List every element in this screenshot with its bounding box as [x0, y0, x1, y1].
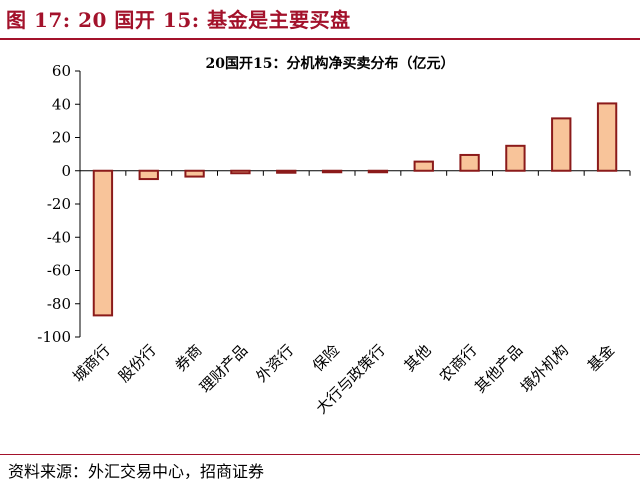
y-tick-label: 40	[52, 95, 71, 113]
bar-大行与政策行	[367, 169, 389, 174]
chart-title: 20国开15：分机构净买卖分布（亿元）	[206, 55, 455, 72]
chart-bars	[92, 102, 618, 317]
y-tick-label: -20	[47, 195, 71, 213]
x-category-label: 基金	[584, 341, 618, 375]
bar-外资行	[276, 169, 297, 174]
x-category-label: 其他	[401, 341, 435, 375]
bar-其他产品	[505, 144, 526, 172]
y-tick-label: -40	[47, 228, 71, 246]
bar-农商行	[459, 153, 480, 172]
x-category-label: 境外机构	[517, 341, 572, 396]
x-category-label: 农商行	[436, 341, 481, 386]
bar-保险	[321, 169, 343, 174]
source-note: 资料来源：外汇交易中心，招商证券	[8, 462, 265, 481]
x-category-label: 保险	[309, 341, 343, 375]
bar-chart: 20国开15：分机构净买卖分布（亿元） 60 40 20 0 -20 -40 -60 -80 -…	[37, 55, 631, 417]
y-tick-label: 0	[61, 162, 71, 180]
bar-其他	[413, 160, 434, 172]
x-category-label: 理财产品	[196, 341, 251, 396]
y-tick-label: -60	[47, 262, 71, 280]
bar-理财产品	[230, 169, 251, 175]
figure-title: 图 17: 20 国开 15: 基金是主要买盘	[6, 8, 351, 32]
chart-axes	[75, 70, 631, 338]
source-rule	[0, 454, 640, 455]
title-rule	[0, 38, 640, 40]
y-tick-label: 20	[52, 129, 71, 147]
y-tick-label: -80	[47, 295, 71, 313]
y-tick-label: 60	[52, 62, 71, 80]
x-category-label: 外资行	[253, 341, 298, 386]
bar-股份行	[138, 169, 159, 181]
y-tick-label: -100	[37, 328, 71, 346]
bar-基金	[596, 102, 618, 172]
x-category-label: 股份行	[115, 341, 160, 386]
x-category-label: 其他产品	[471, 341, 526, 396]
x-category-label: 券商	[171, 341, 205, 375]
bar-城商行	[92, 169, 114, 317]
bar-境外机构	[551, 117, 572, 172]
bar-券商	[184, 169, 205, 178]
y-tick-labels: 60 40 20 0 -20 -40 -60 -80 -100	[37, 62, 71, 346]
x-category-label: 城商行	[69, 341, 114, 386]
